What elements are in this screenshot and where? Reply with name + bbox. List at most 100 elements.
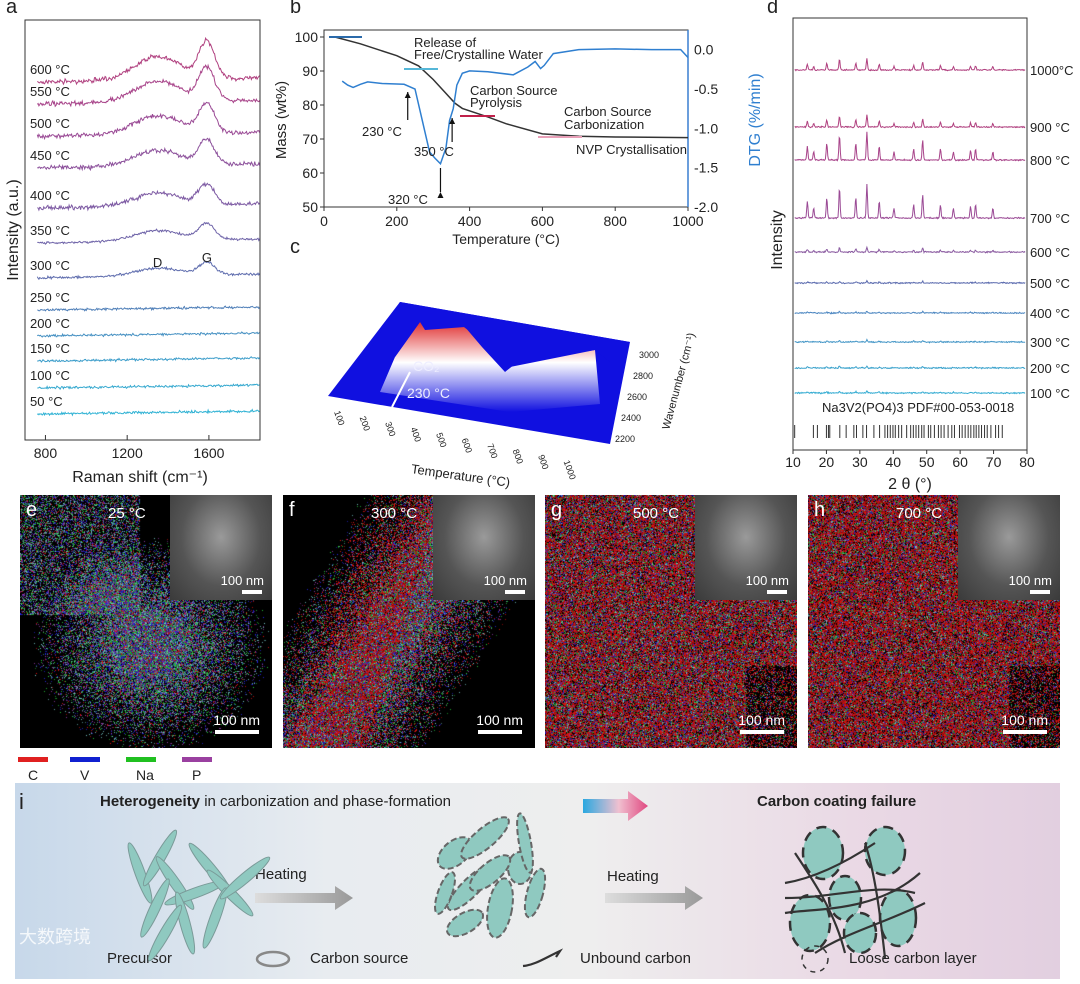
xrd-pattern xyxy=(794,389,1026,395)
peak-label-D: D xyxy=(153,255,162,270)
y2-axis-label: DTG (%/min) xyxy=(747,73,764,166)
annotation-230: 230 °C xyxy=(362,124,402,139)
legend-swatch xyxy=(126,757,156,762)
tga-ir-surface: CO₂ 230 °C 100 200 300 400 500 600 700 800 900 1000… xyxy=(328,302,698,490)
precursor-rod xyxy=(147,904,183,962)
y-tick-label: 2400 xyxy=(621,413,641,423)
xrd-chart: 1000°C 900 °C 800 °C 700 °C 600 °C 500 °C 400 … xyxy=(769,17,1074,493)
series-label: 300 °C xyxy=(30,258,70,273)
scale-label: 100 nm xyxy=(1001,712,1048,728)
y-axis-label: Mass (wt%) xyxy=(273,81,290,159)
arrow-head xyxy=(437,192,444,198)
co2-marker xyxy=(391,371,411,408)
x-tick-label: 800 xyxy=(604,213,628,229)
tga-chart: 0 200 400 600 800 1000 50 60 70 80 90 100 0.0 -0.5 -1.… xyxy=(273,29,764,247)
temperature-label: 300 °C xyxy=(371,505,418,522)
annotation-pyrolysis-2: Pyrolysis xyxy=(470,95,523,110)
legend-label: Na xyxy=(136,767,154,783)
reference-label: Na3V2(PO4)3 PDF#00-053-0018 xyxy=(822,400,1015,415)
panel-label-a: a xyxy=(6,0,18,18)
y2-tick-label: -1.0 xyxy=(694,120,718,136)
x-tick-label: 800 xyxy=(34,445,58,461)
series-label: 200 °C xyxy=(1030,361,1070,376)
series-label: 600 °C xyxy=(30,62,70,77)
series-label: 900 °C xyxy=(1030,120,1070,135)
spectrum-line xyxy=(37,356,261,363)
series-label: 700 °C xyxy=(1030,211,1070,226)
eds-map-e: e 25 °C 100 nm 100 nm xyxy=(20,495,272,748)
y-axis-label: Intensity (a.u.) xyxy=(5,179,22,280)
eds-map-h: h 700 °C 100 nm 100 nm xyxy=(808,495,1060,748)
loose-layer-particle xyxy=(878,888,918,948)
surface-back xyxy=(365,302,630,367)
temp-label: 230 °C xyxy=(407,385,450,401)
xrd-pattern xyxy=(794,310,1026,315)
heating-arrow xyxy=(605,886,703,910)
legend-swatch xyxy=(18,757,48,762)
legend-unbound-carbon: Unbound carbon xyxy=(580,950,691,967)
spectrum-line xyxy=(37,221,261,245)
arrow-head xyxy=(449,118,456,124)
x-tick-label: 0 xyxy=(320,213,328,229)
xrd-pattern xyxy=(794,114,1026,129)
plot-frame xyxy=(792,17,1028,451)
heating-label-1: Heating xyxy=(255,866,307,883)
y-axis-label: Intensity xyxy=(769,210,786,270)
x-tick-label: 200 xyxy=(385,213,409,229)
tem-inset: 100 nm xyxy=(695,495,797,600)
legend-V: V xyxy=(70,757,100,783)
scale-bar-line xyxy=(477,730,522,734)
unbound-carbon-strand xyxy=(784,872,921,915)
series-label: 450 °C xyxy=(30,148,70,163)
x-tick-label: 1000 xyxy=(672,213,703,229)
xrd-pattern xyxy=(794,338,1026,344)
spectrum-line xyxy=(37,181,260,212)
scale-bar: 100 nm xyxy=(476,712,523,734)
coated-particle xyxy=(516,812,534,874)
panel-label-i: i xyxy=(19,789,24,814)
scale-label: 100 nm xyxy=(738,712,785,728)
panel-label-f: f xyxy=(289,499,295,521)
x-tick-label: 60 xyxy=(952,454,968,470)
inset-scale-bar xyxy=(1030,590,1050,594)
xrd-pattern xyxy=(794,245,1026,255)
co2-label: CO₂ xyxy=(413,358,439,374)
scale-bar: 100 nm xyxy=(213,712,260,734)
series-label: 400 °C xyxy=(1030,306,1070,321)
spectrum-line xyxy=(37,305,260,312)
unbound-carbon-strand xyxy=(794,852,847,954)
eds-map-g: g 500 °C 100 nm 100 nm xyxy=(545,495,797,748)
series-label: 600 °C xyxy=(1030,245,1070,260)
schematic-panel: i Heterogeneity in carbonization and pha… xyxy=(15,783,1060,979)
unbound-carbon-strand xyxy=(863,842,887,959)
schematic-drawing xyxy=(127,791,926,973)
inset-scale-bar xyxy=(242,590,262,594)
y-tick-label: 2200 xyxy=(615,434,635,444)
tem-inset: 100 nm xyxy=(433,495,535,600)
scale-label: 100 nm xyxy=(213,712,260,728)
scale-label: 100 nm xyxy=(476,712,523,728)
panel-label-g: g xyxy=(551,499,563,521)
xrd-pattern xyxy=(794,58,1026,72)
x-tick-label: 1000 xyxy=(562,459,578,481)
scale-bar-line xyxy=(214,730,259,734)
scale-bar-line xyxy=(1002,730,1047,734)
inset-scale-label: 100 nm xyxy=(483,573,527,588)
x-tick-label: 1200 xyxy=(112,445,143,461)
xrd-pattern xyxy=(794,183,1026,220)
spectrum-line xyxy=(36,63,261,108)
tem-inset: 100 nm xyxy=(170,495,272,600)
spectrum-line xyxy=(36,408,260,417)
spectrum-line xyxy=(37,383,260,391)
y2-tick-label: -0.5 xyxy=(694,81,718,97)
scale-bar: 100 nm xyxy=(1001,712,1048,734)
series-label: 350 °C xyxy=(30,223,70,238)
xrd-pattern xyxy=(794,365,1026,370)
annotation-350: 350 °C xyxy=(414,144,454,159)
watermark: 大数跨境 xyxy=(19,927,91,947)
series-label: 200 °C xyxy=(30,316,70,331)
right-title: Carbon coating failure xyxy=(757,793,917,810)
x-tick-label: 100 xyxy=(332,409,347,427)
legend-P: P xyxy=(182,757,212,783)
